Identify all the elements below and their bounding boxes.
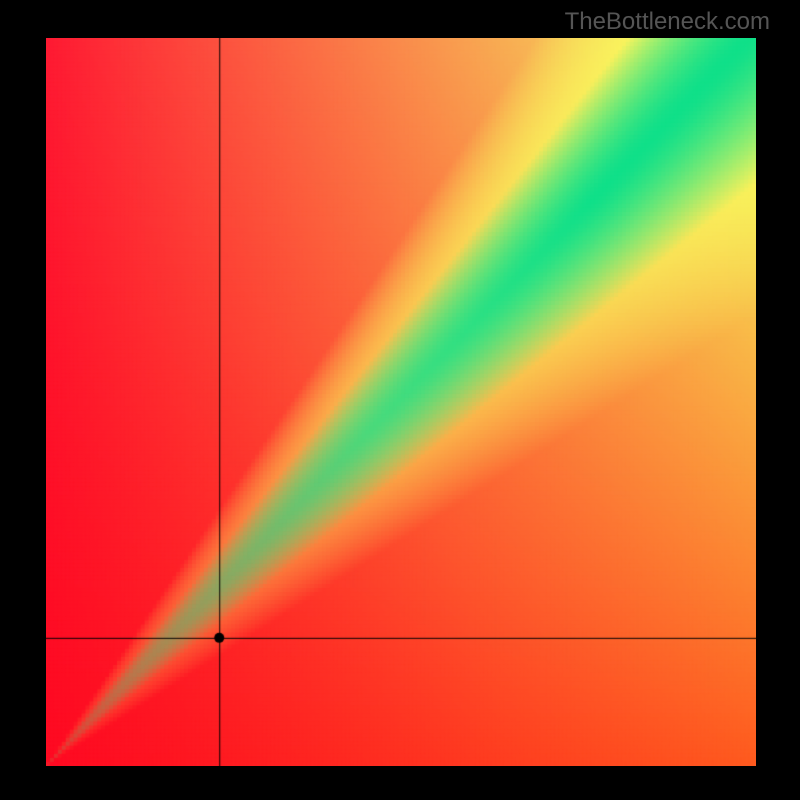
watermark-text: TheBottleneck.com xyxy=(565,8,770,36)
chart-frame: TheBottleneck.com xyxy=(0,0,800,800)
bottleneck-heatmap xyxy=(46,38,756,766)
